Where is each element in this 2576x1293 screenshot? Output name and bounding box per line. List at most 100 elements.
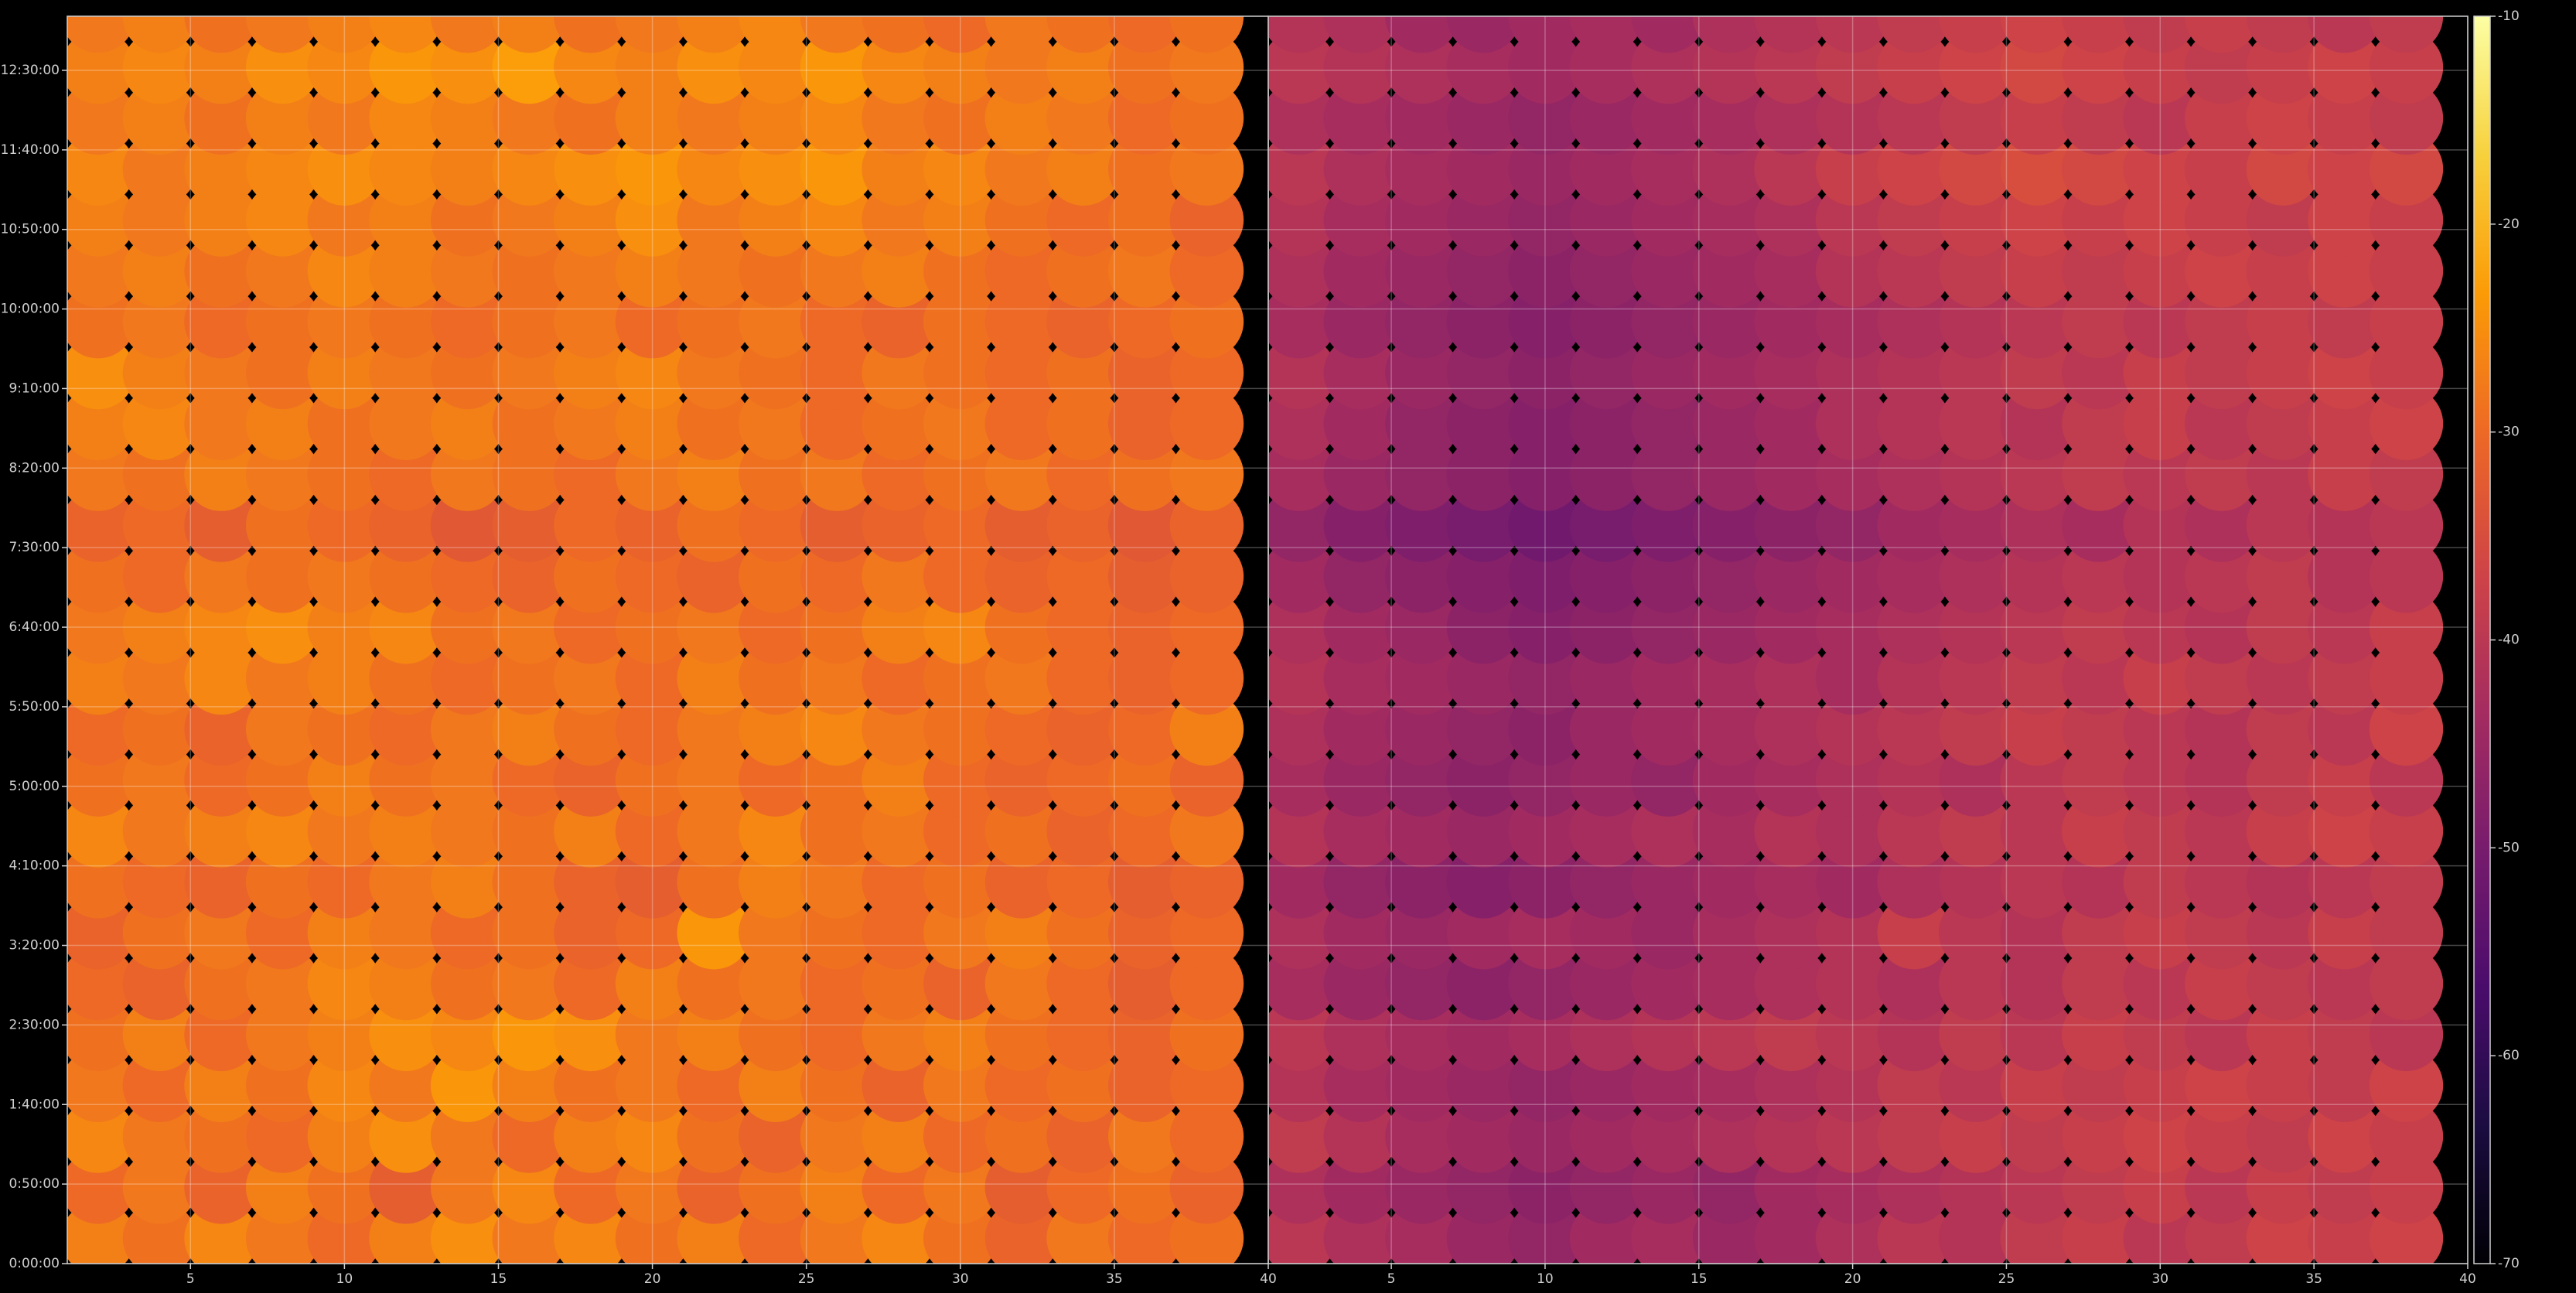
cell [615,590,690,664]
cell [1107,438,1182,511]
cell [2246,30,2321,104]
cell [245,641,320,715]
cell [677,234,752,308]
cell [430,285,505,359]
cell [2123,30,2198,104]
cell [184,641,258,715]
cell [307,1150,382,1224]
cell [1938,81,2013,155]
cell [984,743,1059,817]
cell [677,844,752,919]
cell [492,590,567,664]
cell [1631,438,1705,511]
cell [245,1049,320,1122]
cell [615,16,690,53]
cell [677,1150,752,1224]
cell [862,30,936,104]
cell [862,793,936,868]
cell [2062,387,2136,461]
cell [1323,947,1398,1021]
cell [2185,30,2259,104]
cell [1938,132,2013,206]
cell [1107,132,1182,206]
x-tick-label: 40 [1260,1271,1277,1287]
cell [554,743,628,817]
cell [2185,438,2259,511]
cell [2062,896,2136,970]
cell [307,590,382,664]
cell [122,1049,197,1122]
cell [1508,1049,1582,1122]
cell [862,387,936,461]
cell [1877,1049,1951,1122]
cell [1508,285,1582,359]
cell [1446,438,1521,511]
cell [800,1049,875,1122]
cell [122,16,197,53]
cell [1692,183,1767,257]
cell [1754,998,1828,1072]
cell [984,234,1059,308]
cell [800,947,875,1021]
cell [2123,844,2198,919]
cell [1569,81,1644,155]
cell [1877,183,1951,257]
cell [1938,16,2013,53]
cell [2308,998,2382,1072]
cell [1046,183,1121,257]
cell [184,844,258,919]
cell [615,1100,690,1173]
cell [2185,641,2259,715]
cell [245,692,320,766]
cell [1323,998,1398,1072]
cell [184,692,258,766]
cell [554,844,628,919]
cell [2308,1100,2382,1173]
cell [245,16,320,53]
cell [1815,998,1890,1072]
cell [1569,692,1644,766]
cell [2369,1150,2444,1224]
colorbar-tick-label: -20 [2498,217,2520,232]
cell [2123,81,2198,155]
x-tick-label: 15 [490,1271,507,1287]
cell [615,844,690,919]
cell [1754,1049,1828,1122]
cell [184,793,258,868]
cell [1877,539,1951,613]
cell [184,438,258,511]
cell [1877,743,1951,817]
colorbar-tick-label: -60 [2498,1048,2520,1063]
y-tick-label: 6:40:00 [9,619,60,635]
cell [2369,844,2444,919]
cell [2369,387,2444,461]
x-tick-label: 35 [1106,1271,1123,1287]
cell [1508,488,1582,562]
cell [1815,793,1890,868]
cell [1046,81,1121,155]
cell [2308,30,2382,104]
cell [1385,132,1459,206]
cell [1323,488,1398,562]
cell [1169,1049,1244,1122]
cell [2123,1049,2198,1122]
cell [739,1100,813,1173]
cell [2123,539,2198,613]
cell [1631,1100,1705,1173]
cell [245,81,320,155]
cell [122,132,197,206]
cell [1569,16,1644,53]
cell [2369,641,2444,715]
cell [1692,1100,1767,1173]
cell [430,590,505,664]
cell [1446,285,1521,359]
cell [2000,743,2074,817]
cell [1754,488,1828,562]
cell [1938,947,2013,1021]
cell [245,285,320,359]
cell [1877,285,1951,359]
cell [984,285,1059,359]
cell [122,285,197,359]
cell [1046,336,1121,410]
cell [1046,590,1121,664]
